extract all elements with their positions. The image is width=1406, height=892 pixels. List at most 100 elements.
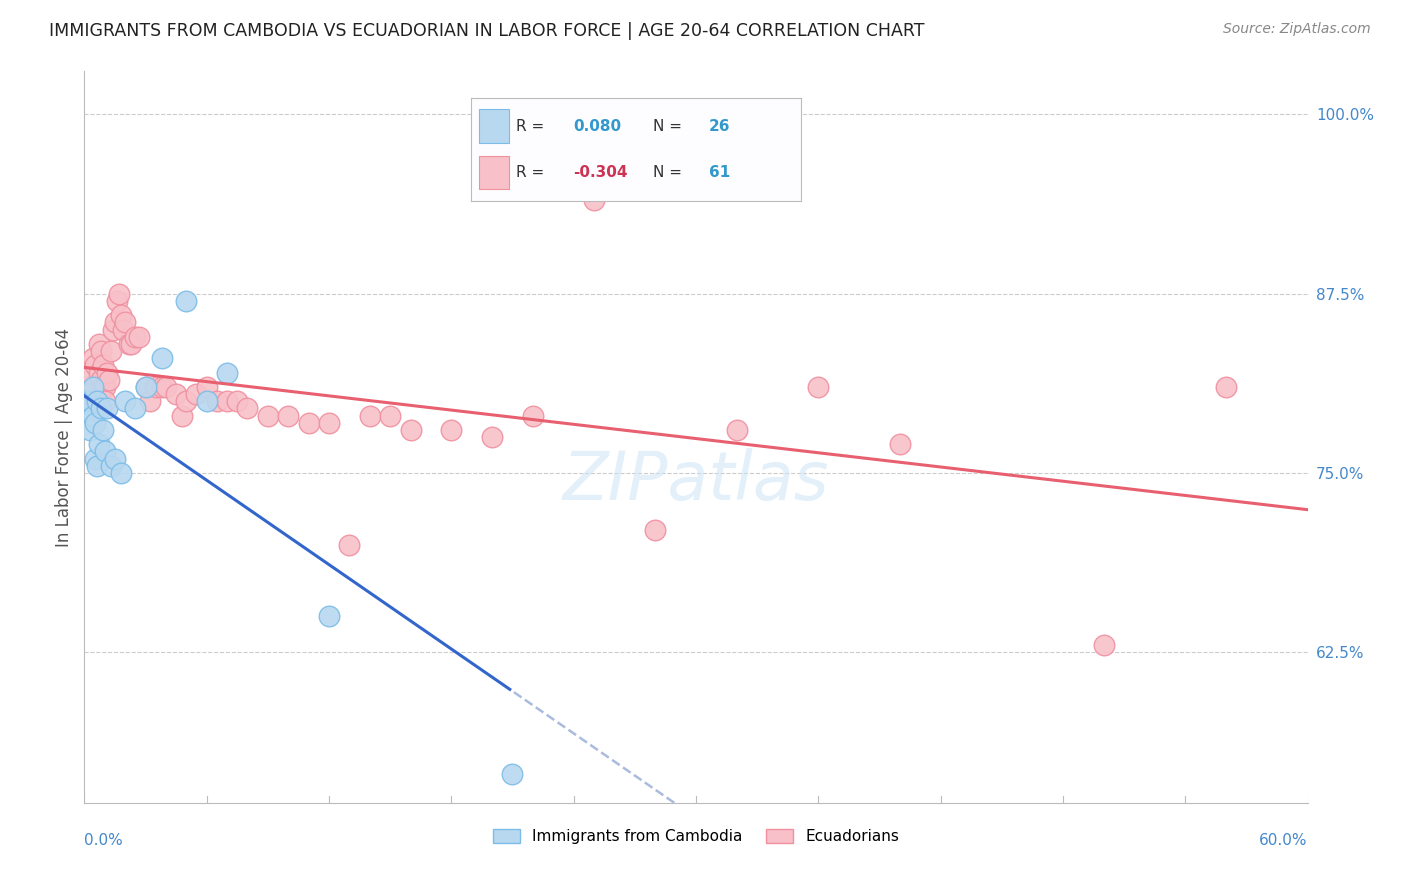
Point: [86, 458, 108, 473]
Text: 0.0%: 0.0%: [84, 833, 124, 848]
Point: [96, 401, 118, 416]
Text: ZIPatlas: ZIPatlas: [562, 448, 830, 514]
Point: [135, 380, 157, 394]
Point: [145, 380, 167, 394]
Point: [380, 409, 402, 423]
Point: [83, 451, 105, 466]
Point: [217, 366, 239, 380]
Text: 60.0%: 60.0%: [1260, 833, 1308, 848]
Point: [481, 430, 503, 444]
Text: IMMIGRANTS FROM CAMBODIA VS ECUADORIAN IN LABOR FORCE | AGE 20-64 CORRELATION CH: IMMIGRANTS FROM CAMBODIA VS ECUADORIAN I…: [49, 22, 925, 40]
Point: [318, 416, 340, 430]
Point: [583, 194, 606, 208]
Point: [77, 401, 100, 416]
Point: [277, 409, 299, 423]
Point: [1215, 380, 1237, 394]
Point: [112, 322, 135, 336]
Text: 61: 61: [709, 165, 730, 180]
Point: [114, 394, 136, 409]
Point: [226, 394, 249, 409]
Point: [79, 366, 101, 380]
Point: [359, 409, 381, 423]
Point: [82, 409, 104, 423]
Point: [79, 394, 101, 409]
Text: R =: R =: [516, 165, 544, 180]
Point: [257, 409, 280, 423]
Point: [205, 394, 228, 409]
Point: [83, 359, 105, 373]
Point: [91, 423, 114, 437]
Point: [318, 609, 340, 624]
Point: [93, 444, 115, 458]
Point: [124, 329, 146, 343]
Point: [110, 466, 132, 480]
Point: [522, 409, 544, 423]
Point: [87, 336, 110, 351]
Point: [91, 359, 114, 373]
Point: [100, 458, 122, 473]
Point: [101, 322, 124, 336]
Text: 0.080: 0.080: [574, 119, 621, 134]
Point: [889, 437, 911, 451]
Point: [339, 538, 361, 552]
Point: [150, 351, 173, 366]
Point: [155, 380, 177, 394]
Point: [124, 401, 146, 416]
Point: [86, 394, 108, 409]
Point: [165, 387, 187, 401]
Point: [644, 524, 666, 538]
Point: [120, 336, 142, 351]
Point: [105, 293, 128, 308]
Bar: [479, 110, 509, 144]
Point: [93, 380, 115, 394]
Bar: [479, 155, 509, 189]
Point: [96, 366, 118, 380]
Point: [90, 401, 112, 416]
Point: [104, 315, 127, 329]
Text: -0.304: -0.304: [574, 165, 628, 180]
Point: [128, 329, 150, 343]
Point: [174, 293, 197, 308]
Point: [82, 380, 104, 394]
Text: 26: 26: [709, 119, 730, 134]
Point: [114, 315, 136, 329]
Text: N =: N =: [652, 165, 682, 180]
Text: N =: N =: [652, 119, 682, 134]
Point: [91, 380, 114, 394]
Point: [79, 423, 101, 437]
Point: [108, 286, 131, 301]
Point: [150, 380, 173, 394]
Point: [87, 366, 110, 380]
Point: [90, 373, 112, 387]
Point: [86, 394, 108, 409]
Point: [807, 380, 830, 394]
Point: [104, 451, 127, 466]
Legend: Immigrants from Cambodia, Ecuadorians: Immigrants from Cambodia, Ecuadorians: [486, 822, 905, 850]
Point: [83, 416, 105, 430]
Point: [502, 767, 524, 781]
Text: R =: R =: [516, 119, 544, 134]
Point: [298, 416, 321, 430]
Point: [135, 380, 157, 394]
Point: [110, 308, 132, 322]
Point: [236, 401, 259, 416]
Point: [138, 394, 160, 409]
Point: [82, 351, 104, 366]
Point: [217, 394, 239, 409]
Point: [87, 437, 110, 451]
Point: [97, 373, 120, 387]
Point: [172, 409, 194, 423]
Point: [79, 394, 101, 409]
Point: [90, 344, 112, 359]
Point: [1092, 638, 1115, 652]
Point: [100, 344, 122, 359]
Point: [93, 394, 115, 409]
Point: [440, 423, 463, 437]
Y-axis label: In Labor Force | Age 20-64: In Labor Force | Age 20-64: [55, 327, 73, 547]
Point: [174, 394, 197, 409]
Point: [83, 380, 105, 394]
Text: Source: ZipAtlas.com: Source: ZipAtlas.com: [1223, 22, 1371, 37]
Point: [118, 336, 141, 351]
Point: [195, 394, 218, 409]
Point: [195, 380, 218, 394]
